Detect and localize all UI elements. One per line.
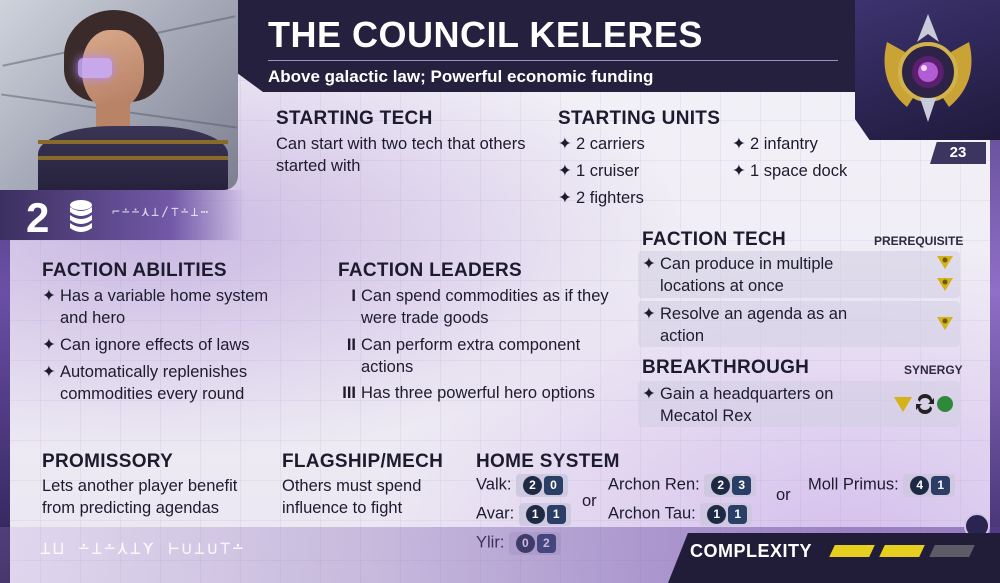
- leader-portrait: [0, 0, 238, 190]
- faction-tech-card[interactable]: [638, 301, 960, 347]
- promissory-text: Lets another player benefit from predict…: [42, 477, 238, 517]
- unit-item: ✦ 2 carriers: [558, 135, 645, 153]
- unit-item: ✦ 1 space dock: [732, 162, 848, 180]
- card-number-badge: 23: [930, 142, 986, 164]
- flagship-section: FLAGSHIP/MECH: [282, 451, 443, 473]
- breakthrough-heading: BREAKTHROUGH: [642, 357, 810, 378]
- cybernetic-prereq-icon: [937, 278, 953, 291]
- faction-tech-section: FACTION TECH: [642, 229, 786, 251]
- cybernetic-prereq-icon: [937, 256, 953, 269]
- faction-tech-card[interactable]: [638, 251, 960, 298]
- flagship-text: Others must spend influence to fight: [282, 477, 422, 517]
- complexity-label: COMPLEXITY: [690, 541, 813, 561]
- commodity-panel: [0, 190, 245, 240]
- faction-emblem-icon: [884, 14, 972, 122]
- influence-token: 1: [931, 476, 951, 495]
- or-separator: or: [776, 486, 791, 504]
- complexity-pip: [829, 545, 875, 557]
- leader-rank: III: [342, 384, 356, 402]
- faction-subtitle: Above galactic law; Powerful economic fu…: [268, 67, 654, 86]
- ability-item: ✦ Can ignore effects of laws: [42, 336, 250, 354]
- prerequisite-label: PREREQUISITE: [874, 234, 964, 248]
- synergy-icons: [894, 394, 953, 414]
- commodity-value: 2: [26, 194, 50, 241]
- resource-token: 2: [522, 476, 542, 495]
- resource-token: 1: [525, 505, 545, 524]
- flagship-heading: FLAGSHIP/MECH: [282, 451, 444, 472]
- influence-token: 0: [543, 476, 563, 495]
- home-system-section: HOME SYSTEM: [476, 451, 620, 473]
- alien-script-decoration: ⌐∸∸⋏⊥∕⊤∸⊥⋯: [112, 205, 211, 220]
- faction-abilities-section: FACTION ABILITIES: [42, 260, 227, 282]
- influence-token: 1: [546, 505, 566, 524]
- visor-icon: [78, 58, 112, 78]
- title-divider: [268, 60, 838, 61]
- commodity-coins-icon: [70, 200, 92, 232]
- unit-item: ✦ 1 cruiser: [558, 162, 640, 180]
- right-border: [990, 0, 1000, 583]
- promissory-section: PROMISSORY: [42, 451, 173, 473]
- breakthrough-card[interactable]: [638, 381, 960, 427]
- complexity-panel: [668, 533, 1000, 583]
- leader-rank: I: [351, 287, 356, 305]
- complexity-pip: [929, 545, 975, 557]
- leader-rank: II: [346, 336, 356, 354]
- breakthrough-section: BREAKTHROUGH: [642, 357, 809, 379]
- starting-units-section: STARTING UNITS: [558, 108, 720, 130]
- influence-token: 3: [732, 476, 752, 495]
- breakthrough-item: ✦ Gain a headquarters on Mecatol Rex: [642, 385, 834, 425]
- alien-script-decoration: ⊥⊔ ∸⊥∸⋏⊥⋎ ⊢∪⊥∪⊤∸: [40, 538, 246, 559]
- home-system-heading: HOME SYSTEM: [476, 451, 620, 472]
- resource-token: 2: [711, 476, 731, 495]
- left-border: [0, 0, 10, 583]
- starting-units-heading: STARTING UNITS: [558, 108, 721, 129]
- starting-tech-text: Can start with two tech that others star…: [276, 135, 526, 175]
- influence-token: 1: [728, 505, 748, 524]
- leader-item: II Can perform extra component actions: [332, 334, 621, 378]
- faction-leaders-section: FACTION LEADERS: [338, 260, 522, 282]
- ability-item: ✦ Automatically replenishes commodities e…: [42, 363, 248, 403]
- resource-token: 4: [910, 476, 930, 495]
- faction-leaders-heading: FACTION LEADERS: [338, 260, 522, 281]
- faction-tech-item: ✦ Can produce in multiple locations at on…: [642, 255, 834, 295]
- faction-abilities-heading: FACTION ABILITIES: [42, 260, 227, 281]
- promissory-heading: PROMISSORY: [42, 451, 174, 472]
- cybernetic-prereq-icon: [937, 317, 953, 330]
- title-bar: [238, 0, 863, 92]
- unit-item: ✦ 2 infantry: [732, 135, 818, 153]
- starting-tech-section: STARTING TECH: [276, 108, 433, 130]
- unit-item: ✦ 2 fighters: [558, 189, 644, 207]
- faction-tech-item: ✦ Resolve an agenda as an action: [642, 305, 848, 345]
- leader-item: III Has three powerful hero options: [332, 382, 631, 404]
- or-separator: or: [582, 492, 597, 510]
- ability-item: ✦ Has a variable home system and hero: [42, 287, 269, 327]
- faction-title: THE COUNCIL KELERES: [268, 14, 703, 55]
- synergy-label: SYNERGY: [904, 363, 963, 377]
- resource-token: 1: [707, 505, 727, 524]
- starting-tech-heading: STARTING TECH: [276, 108, 433, 129]
- faction-tech-heading: FACTION TECH: [642, 229, 786, 250]
- leader-item: I Can spend commodities as if they were t…: [332, 285, 611, 329]
- complexity-pip: [879, 545, 925, 557]
